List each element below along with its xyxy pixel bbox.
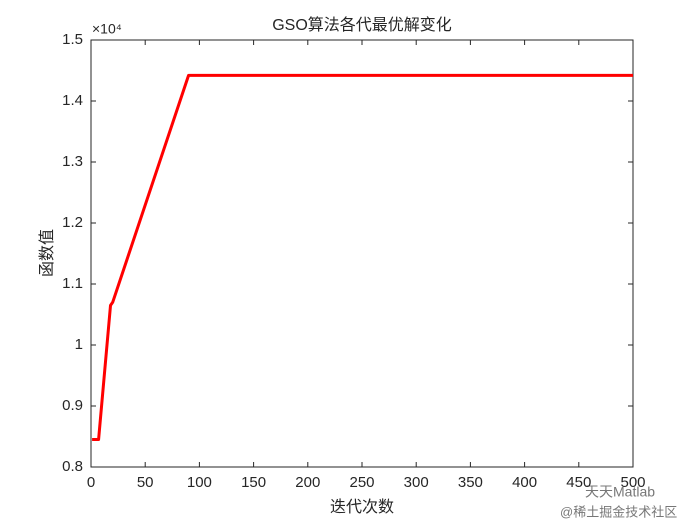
y-tick-label: 1.3 bbox=[62, 153, 83, 170]
x-tick-label: 200 bbox=[295, 474, 320, 491]
x-tick-label: 100 bbox=[187, 474, 212, 491]
x-tick-label: 150 bbox=[241, 474, 266, 491]
plot-box bbox=[90, 39, 634, 468]
x-axis-label: 迭代次数 bbox=[330, 498, 394, 516]
y-tick-label: 1.5 bbox=[62, 31, 83, 48]
y-tick-label: 1.4 bbox=[62, 92, 83, 109]
watermark: @稀土掘金技术社区 bbox=[560, 504, 677, 519]
chart-title: GSO算法各代最优解变化 bbox=[272, 15, 452, 34]
x-tick-label: 50 bbox=[137, 474, 154, 491]
y-tick-label: 0.8 bbox=[62, 458, 83, 475]
y-tick-label: 1 bbox=[75, 336, 83, 353]
y-tick-label: 1.2 bbox=[62, 214, 83, 231]
x-tick-label: 300 bbox=[404, 474, 429, 491]
x-tick-label: 500 bbox=[620, 474, 645, 491]
watermark: 天天Matlab bbox=[585, 484, 655, 500]
y-tick-label: 0.9 bbox=[62, 397, 83, 414]
x-tick-label: 0 bbox=[87, 474, 95, 491]
x-tick-label: 450 bbox=[566, 474, 591, 491]
y-exponent-label: ×10⁴ bbox=[92, 21, 122, 37]
x-tick-label: 250 bbox=[349, 474, 374, 491]
x-tick-label: 350 bbox=[458, 474, 483, 491]
data-line bbox=[92, 73, 633, 442]
y-tick-label: 1.1 bbox=[62, 275, 83, 292]
y-axis-label: 函数值 bbox=[38, 229, 56, 277]
x-tick-label: 400 bbox=[512, 474, 537, 491]
